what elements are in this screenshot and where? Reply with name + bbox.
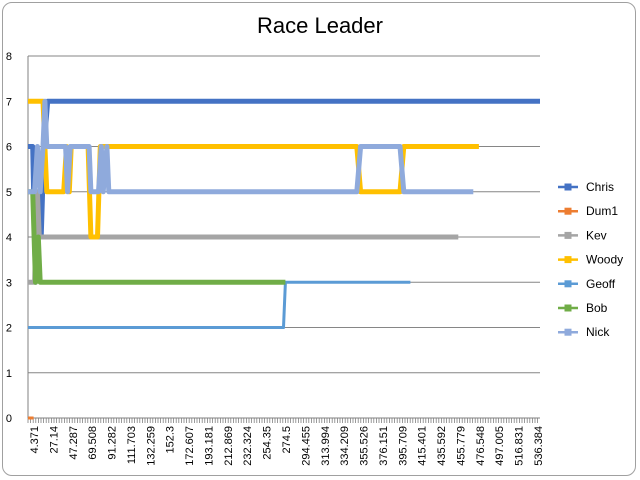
x-tick-label: 395.709 <box>397 426 409 466</box>
y-tick-label: 8 <box>6 51 12 63</box>
y-tick-label: 5 <box>6 187 12 199</box>
legend: Chris Dum1 Kev Woody Geoff Bob Nick <box>558 180 623 339</box>
y-tick-label: 4 <box>6 232 12 244</box>
x-tick-label: 172.607 <box>184 426 196 466</box>
x-tick-label: 212.869 <box>223 426 235 466</box>
x-tick-label: 455.779 <box>455 426 467 466</box>
legend-label-woody: Woody <box>586 253 623 267</box>
series-geoff-line <box>28 280 411 329</box>
legend-marker-bob <box>564 304 572 312</box>
x-tick-label: 435.592 <box>436 426 448 466</box>
y-tick-label: 2 <box>6 323 12 335</box>
x-tick-label: 111.703 <box>126 426 138 464</box>
y-tick-label: 7 <box>6 96 12 108</box>
x-tick-label: 91.282 <box>107 426 119 460</box>
y-tick-label: 1 <box>6 368 12 380</box>
x-tick-label: 132.259 <box>145 426 157 466</box>
plot-area <box>28 98 540 420</box>
legend-marker-woody <box>564 256 572 264</box>
x-axis-ticks: 4.371 27.14 47.287 69.508 91.282 111.703 132.2… <box>29 426 545 466</box>
x-tick-label: 476.548 <box>475 426 487 466</box>
x-tick-label: 193.181 <box>203 426 215 466</box>
x-tick-label: 232.324 <box>242 426 254 466</box>
x-tick-label: 27.14 <box>48 426 60 454</box>
x-tick-label: 4.371 <box>29 426 41 454</box>
y-axis-ticks: 0 1 2 3 4 5 6 7 8 <box>6 51 12 425</box>
x-tick-label: 47.287 <box>68 426 80 460</box>
series-nick-line <box>28 98 474 195</box>
legend-label-dum1: Dum1 <box>586 204 618 218</box>
x-tick-label: 497.005 <box>494 426 506 466</box>
legend-label-bob: Bob <box>586 301 608 315</box>
y-tick-label: 0 <box>6 413 12 425</box>
x-axis-minor-ticks <box>27 418 538 423</box>
series-kev-line <box>28 189 459 285</box>
x-tick-label: 313.994 <box>320 426 332 466</box>
series-woody-line <box>28 98 479 240</box>
legend-marker-dum1 <box>564 207 572 215</box>
x-tick-label: 516.831 <box>514 426 526 466</box>
y-tick-label: 6 <box>6 142 12 154</box>
x-tick-label: 294.455 <box>300 426 312 466</box>
legend-marker-kev <box>564 231 572 239</box>
x-tick-label: 334.209 <box>339 426 351 466</box>
x-tick-label: 254.35 <box>262 426 274 460</box>
legend-marker-geoff <box>564 280 572 288</box>
legend-marker-nick <box>564 328 572 336</box>
legend-label-nick: Nick <box>586 325 610 339</box>
x-tick-label: 355.526 <box>359 426 371 466</box>
chart-title: Race Leader <box>257 13 383 38</box>
legend-label-kev: Kev <box>586 228 607 242</box>
x-tick-label: 152.3 <box>165 426 177 454</box>
x-tick-label: 536.384 <box>533 426 545 466</box>
y-tick-label: 3 <box>6 277 12 289</box>
x-tick-label: 376.151 <box>378 426 390 466</box>
x-tick-label: 274.5 <box>281 426 293 454</box>
legend-label-chris: Chris <box>586 180 614 194</box>
x-tick-label: 415.401 <box>417 426 429 466</box>
x-tick-label: 69.508 <box>87 426 99 460</box>
legend-label-geoff: Geoff <box>586 277 616 291</box>
legend-marker-chris <box>564 183 572 191</box>
